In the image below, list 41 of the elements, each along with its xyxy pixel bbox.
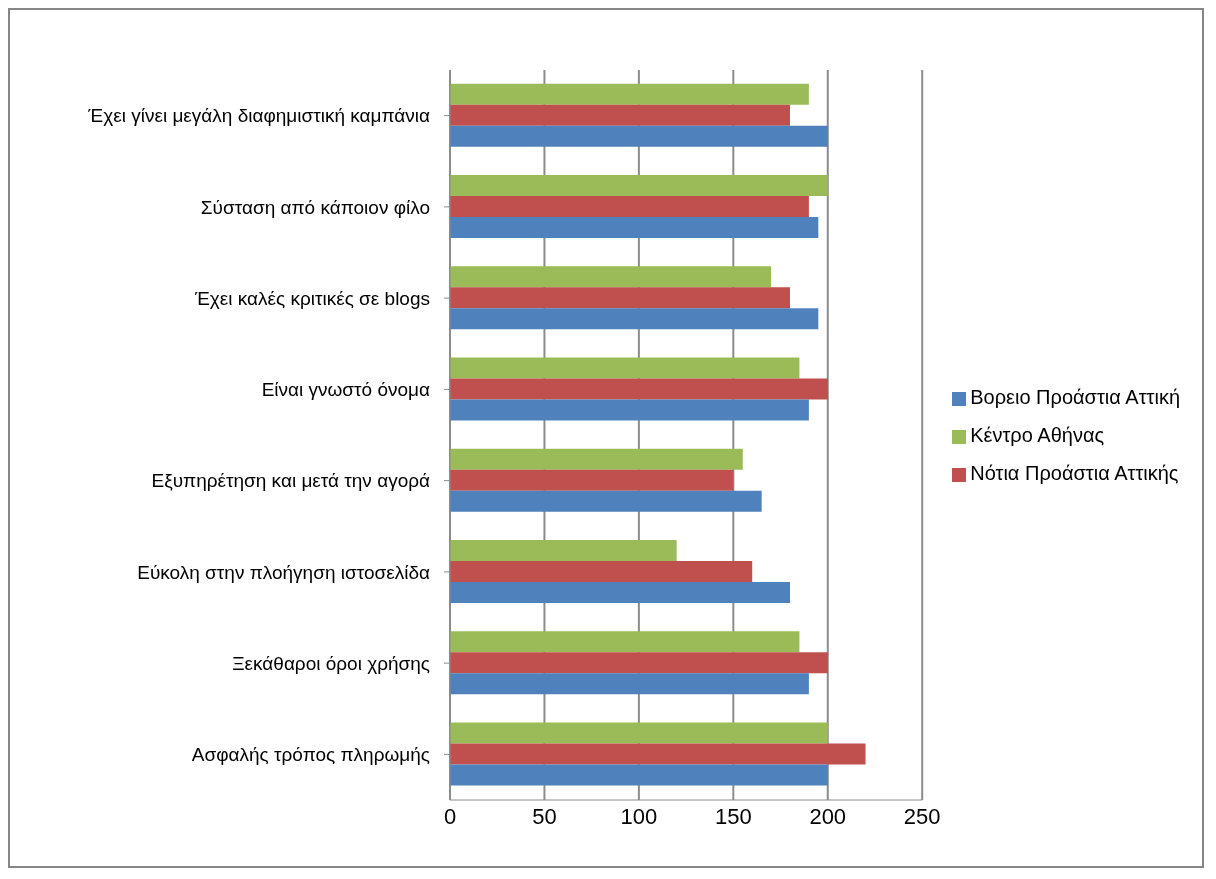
x-tick-label: 250 [903, 803, 941, 829]
bar [450, 448, 743, 470]
bar [450, 266, 772, 288]
bar [450, 581, 790, 603]
bar [450, 652, 828, 674]
bar [450, 287, 790, 309]
bar [450, 357, 800, 379]
bar [450, 743, 866, 765]
bar [450, 722, 828, 744]
bar [450, 631, 800, 653]
bar [450, 490, 762, 512]
bar [450, 378, 828, 400]
bar [450, 560, 753, 582]
x-tick-label: 200 [809, 803, 847, 829]
bar [450, 399, 809, 421]
y-tick-label: Έχει γίνει μεγάλη διαφημιστική καμπάνια [87, 105, 431, 127]
bar [450, 539, 677, 561]
legend-label: Κέντρο Αθήνας [970, 424, 1105, 446]
x-tick-label: 150 [714, 803, 752, 829]
y-tick-label: Σύσταση από κάποιον φίλο [200, 196, 430, 218]
x-tick-label: 0 [443, 803, 457, 829]
x-tick-label: 100 [620, 803, 658, 829]
y-tick-label: Ξεκάθαροι όροι χρήσης [232, 652, 430, 674]
y-tick-label: Εύκολη στην πλοήγηση ιστοσελίδα [137, 561, 430, 583]
legend-label: Βορειο Προάστια Αττική [970, 386, 1180, 408]
bar [450, 174, 828, 196]
bar [450, 195, 809, 217]
y-tick-label: Έχει καλές κριτικές σε blogs [193, 287, 430, 309]
bar [450, 308, 819, 330]
bar [450, 125, 828, 147]
bar [450, 104, 790, 126]
bar [450, 764, 828, 786]
y-tick-label: Είναι γνωστό όνομα [261, 379, 431, 401]
bar [450, 83, 809, 105]
bar [450, 469, 734, 491]
y-tick-label: Ασφαλής τρόπος πληρωμής [191, 744, 430, 766]
legend-label: Νότια Προάστια Αττικής [970, 462, 1179, 484]
x-tick-label: 50 [532, 803, 557, 829]
bar [450, 216, 819, 238]
bar [450, 673, 809, 695]
y-tick-label: Εξυπηρέτηση και μετά την αγορά [151, 470, 430, 492]
